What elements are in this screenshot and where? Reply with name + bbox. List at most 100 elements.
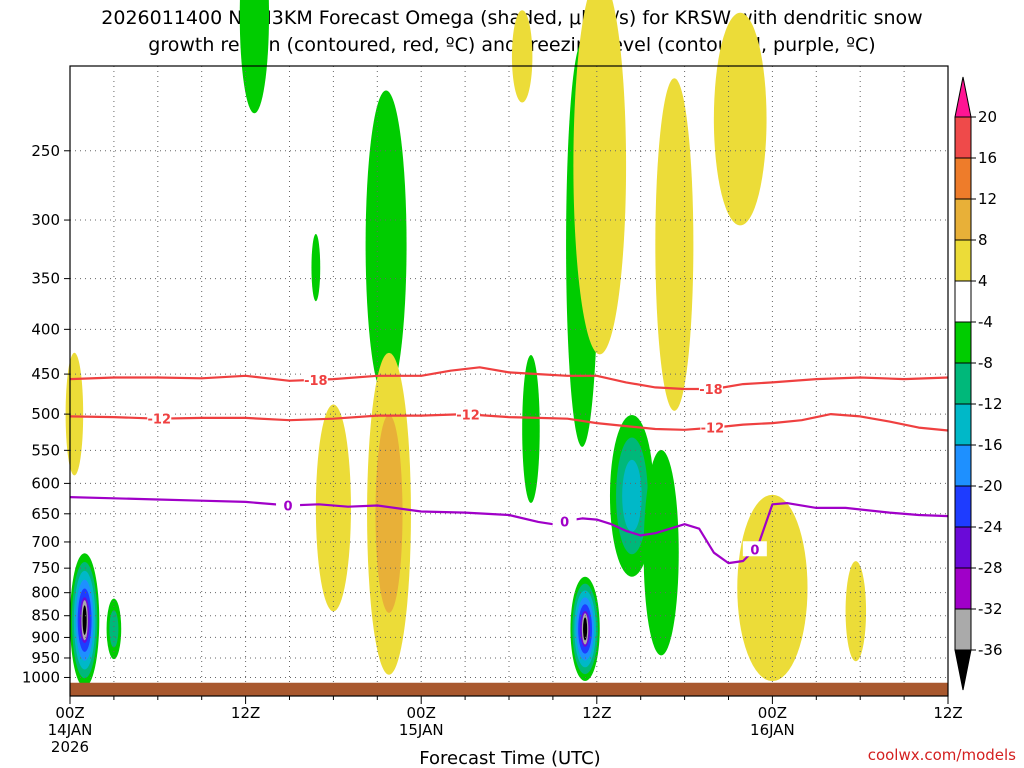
- omega-cell: [713, 12, 767, 226]
- colorbar-label: 20: [978, 108, 997, 126]
- y-tick-label: 300: [31, 211, 60, 229]
- contour-label-bg: [700, 419, 725, 435]
- credit-text: coolwx.com/models: [868, 746, 1016, 764]
- contour-label-bg: [303, 371, 328, 387]
- omega-cell-band: [845, 561, 867, 662]
- omega-cell-band: [522, 355, 540, 504]
- colorbar-band: [954, 116, 972, 159]
- colorbar-band: [954, 321, 972, 364]
- colorbar-band: [954, 567, 972, 610]
- y-tick-label: 850: [31, 607, 60, 625]
- x-tick-date: 15JAN: [399, 721, 444, 739]
- ground-band: [70, 682, 948, 696]
- x-axis-label: Forecast Time (UTC): [419, 748, 600, 768]
- contour-line: [69, 413, 949, 432]
- contour-label: -18: [304, 374, 328, 389]
- colorbar-band: [954, 198, 972, 241]
- colorbar-band: [954, 526, 972, 569]
- omega-cell: [365, 90, 407, 399]
- omega-cell: [655, 78, 694, 411]
- y-tick-label: 600: [31, 474, 60, 492]
- y-tick-label: 650: [31, 505, 60, 523]
- colorbar-band: [954, 280, 972, 323]
- colorbar-label: -28: [978, 559, 1003, 577]
- omega-cell: [239, 0, 270, 114]
- y-tick-label: 400: [31, 320, 60, 338]
- y-tick-label: 550: [31, 441, 60, 459]
- contour-label: 0: [750, 543, 759, 558]
- contour-label: -12: [701, 422, 725, 437]
- omega-cell-band: [622, 459, 642, 532]
- omega-cell: [737, 494, 808, 682]
- colorbar-band: [954, 485, 972, 528]
- omega-cell-core: [583, 617, 588, 641]
- chart-title-line2: growth region (contoured, red, ºC) and f…: [148, 34, 875, 56]
- y-tick-label: 950: [31, 649, 60, 667]
- colorbar-label: 12: [978, 190, 997, 208]
- contour-label-bg: [742, 541, 767, 557]
- omega-cell: [609, 414, 654, 577]
- colorbar-band: [954, 362, 972, 405]
- y-tick-label: 900: [31, 628, 60, 646]
- colorbar-label: -36: [978, 641, 1003, 659]
- plot-frame: [69, 65, 949, 697]
- y-axis: 250 300 350 400 450 500 550 600 650 700 750 800 850 9…: [22, 142, 70, 686]
- colorbar-cap-bottom: [954, 649, 972, 691]
- contour-label-bg: [552, 513, 577, 529]
- omega-cell-band: [643, 449, 679, 656]
- x-tick-date: 14JAN: [48, 721, 93, 739]
- colorbar-label: -8: [978, 354, 993, 372]
- omega-cell: [511, 10, 533, 103]
- y-tick-label: 450: [31, 365, 60, 383]
- omega-cell-band: [239, 0, 270, 114]
- colorbar-cap-top: [954, 76, 972, 118]
- x-tick-date: 16JAN: [750, 721, 795, 739]
- ground-surface: [70, 682, 948, 696]
- contour-label-bg: [698, 380, 723, 396]
- omega-cell-band: [737, 494, 808, 682]
- colorbar-label: -12: [978, 395, 1003, 413]
- y-tick-label: 1000: [22, 668, 60, 686]
- omega-cell-band: [109, 610, 119, 648]
- colorbar-label: -4: [978, 313, 993, 331]
- colorbar-band: [954, 403, 972, 446]
- contour-label-bg: [147, 410, 172, 426]
- contour-label-bg: [456, 406, 481, 422]
- y-tick-label: 500: [31, 405, 60, 423]
- colorbar-label: 4: [978, 272, 988, 290]
- omega-cell: [315, 404, 351, 612]
- x-tick-label: 12Z: [933, 704, 962, 722]
- x-tick-label: 12Z: [231, 704, 260, 722]
- omega-cell: [845, 561, 867, 662]
- omega-cell-band: [315, 404, 351, 612]
- omega-cell-band: [655, 78, 694, 411]
- temperature-contours: -18 -18 -12 -12 -12 0 0 0: [69, 366, 949, 565]
- omega-cell: [106, 598, 122, 660]
- omega-cell: [570, 576, 600, 682]
- omega-cell: [70, 553, 100, 688]
- omega-cell-band: [713, 12, 767, 226]
- omega-cell-band: [511, 10, 533, 103]
- colorbar-label: -16: [978, 436, 1003, 454]
- contour-label: 0: [560, 515, 569, 530]
- contour-label: -18: [699, 383, 723, 398]
- colorbar-band: [954, 239, 972, 282]
- y-tick-label: 700: [31, 533, 60, 551]
- omega-cell-core: [82, 605, 87, 635]
- x-tick-label: 12Z: [582, 704, 611, 722]
- contour-label-bg: [276, 497, 301, 513]
- x-tick-year: 2026: [51, 738, 89, 756]
- omega-cell: [522, 355, 540, 504]
- chart-title-line1: 2026011400 NAM3KM Forecast Omega (shaded…: [101, 7, 922, 29]
- colorbar-band: [954, 444, 972, 487]
- omega-cell-band: [375, 414, 403, 613]
- colorbar-label: -32: [978, 600, 1003, 618]
- colorbar-label: 16: [978, 149, 997, 167]
- x-tick-label: 00Z: [758, 704, 787, 722]
- colorbar-label: -20: [978, 477, 1003, 495]
- colorbar-band: [954, 608, 972, 651]
- omega-cell: [643, 449, 679, 656]
- y-tick-label: 750: [31, 559, 60, 577]
- y-tick-label: 250: [31, 142, 60, 160]
